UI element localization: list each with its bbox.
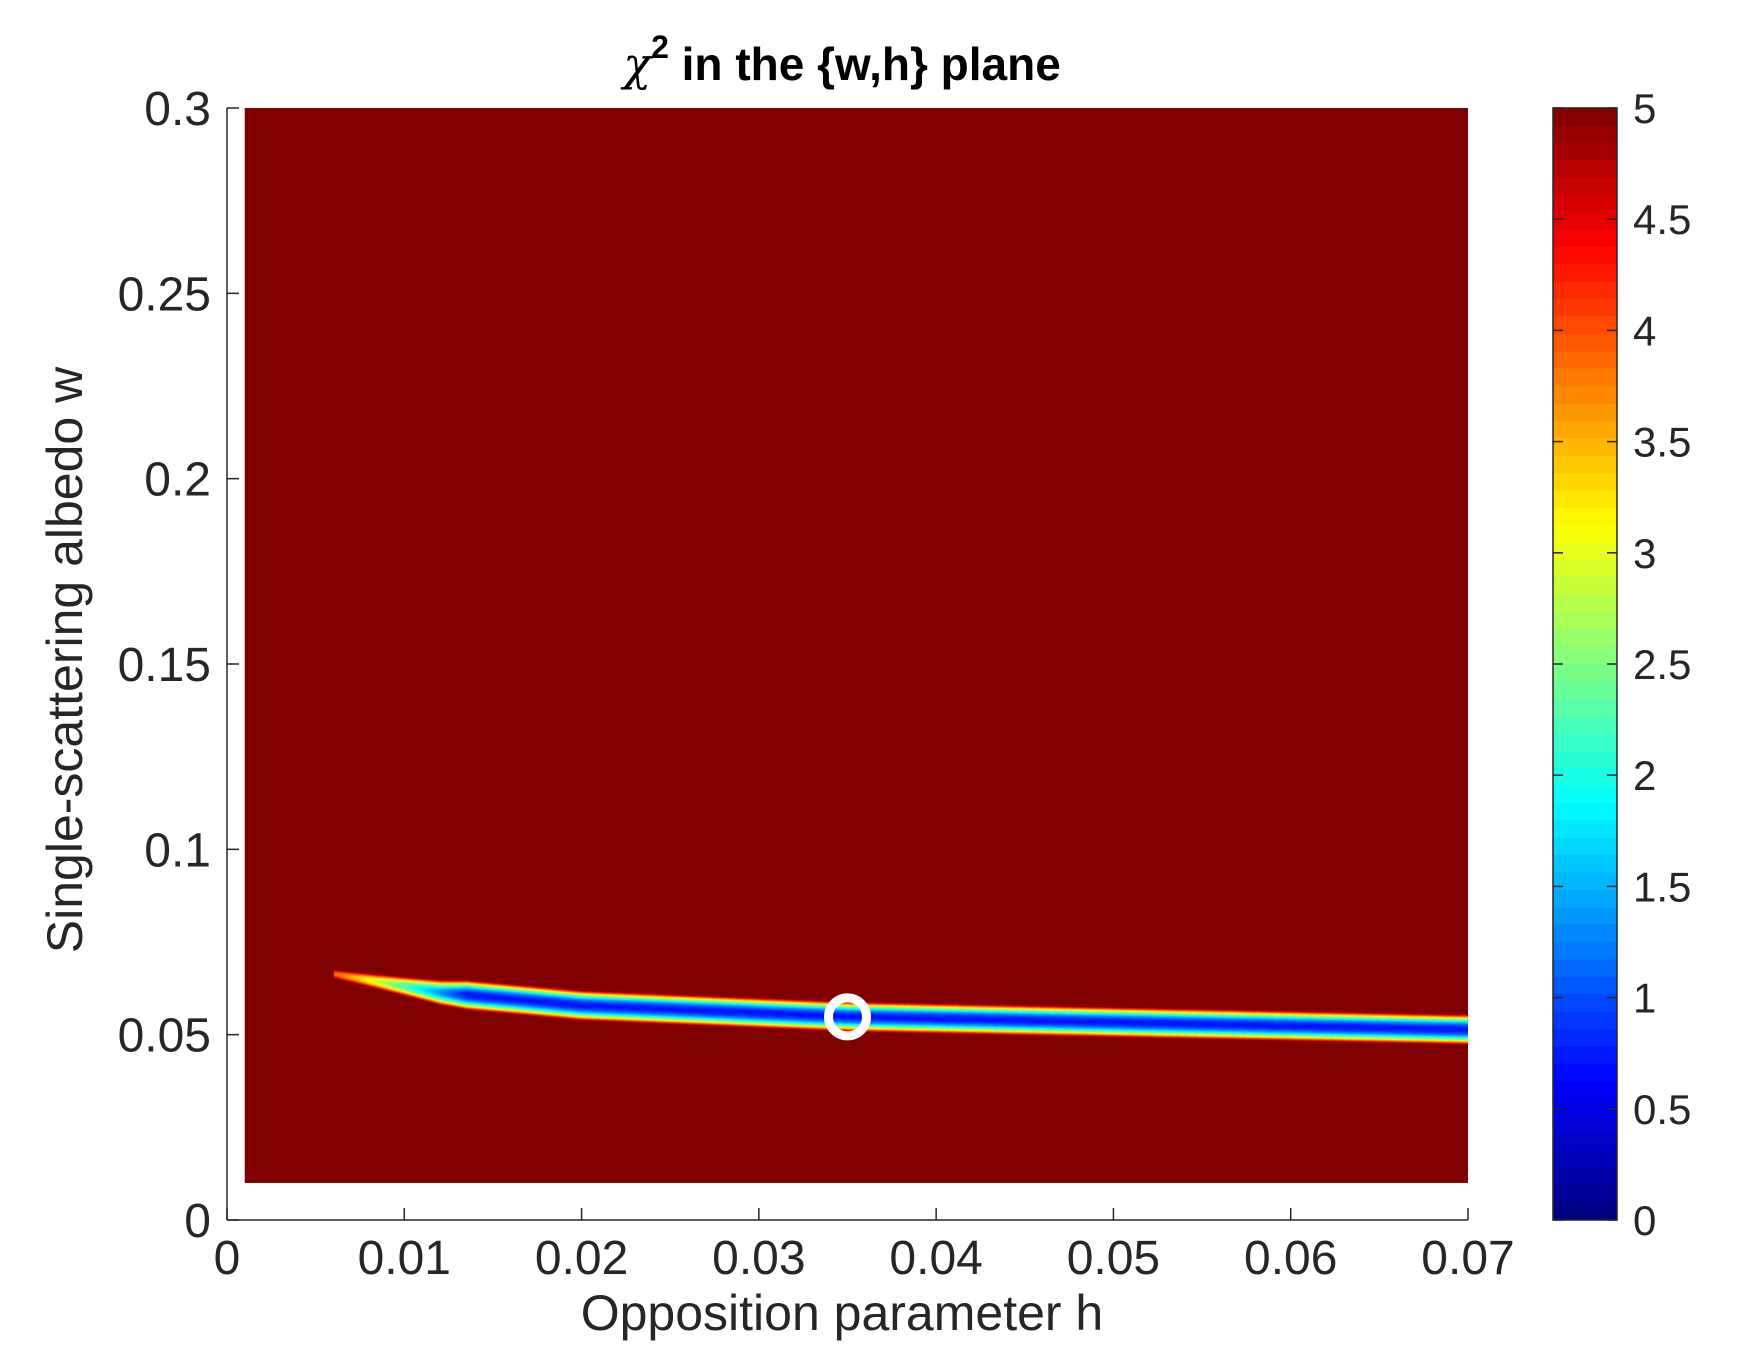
x-tick-label: 0 <box>214 1232 241 1285</box>
x-axis-ticks: 0 0.01 0.02 0.03 0.04 0.05 0.06 0.07 <box>214 1208 1515 1285</box>
title-symbol: χ <box>620 37 654 91</box>
colorbar-ticks: 0 0.5 1 1.5 2 2.5 3 3.5 4 4.5 5 <box>1553 85 1691 1244</box>
x-tick-label: 0.06 <box>1244 1232 1337 1285</box>
colorbar-tick-label: 0.5 <box>1633 1086 1691 1133</box>
y-axis-ticks: 0 0.05 0.1 0.15 0.2 0.25 0.3 <box>118 83 239 1248</box>
y-tick-label: 0.2 <box>144 454 211 507</box>
plot-area <box>244 108 1469 1183</box>
best-fit-circle <box>824 993 871 1041</box>
chi2-heatmap <box>244 108 1469 1183</box>
title-text: in the {w,h} plane <box>669 38 1061 90</box>
y-tick-label: 0 <box>184 1195 211 1248</box>
y-tick-label: 0.25 <box>118 268 211 321</box>
colorbar: 0 0.5 1 1.5 2 2.5 3 3.5 4 4.5 5 <box>1552 85 1691 1244</box>
title-superscript: 2 <box>651 29 669 65</box>
x-tick-label: 0.01 <box>358 1232 451 1285</box>
colorbar-tick-label: 1.5 <box>1633 863 1691 910</box>
x-axis-label: Opposition parameter h <box>581 1285 1104 1341</box>
best-fit-marker <box>824 993 871 1041</box>
y-tick-label: 0.05 <box>118 1010 211 1063</box>
colorbar-tick-label: 3.5 <box>1633 419 1691 466</box>
y-tick-label: 0.15 <box>118 639 211 692</box>
x-tick-label: 0.07 <box>1421 1232 1514 1285</box>
x-tick-label: 0.02 <box>535 1232 628 1285</box>
colorbar-tick-label: 3 <box>1633 530 1656 577</box>
y-tick-label: 0.1 <box>144 824 211 877</box>
colorbar-tick-label: 5 <box>1633 85 1656 132</box>
chart-title: χ2 in the {w,h} plane <box>620 29 1061 91</box>
y-axis-label: Single-scattering albedo w <box>37 366 93 953</box>
y-tick-label: 0.3 <box>144 83 211 136</box>
colorbar-tick-label: 1 <box>1633 975 1656 1022</box>
x-tick-label: 0.05 <box>1067 1232 1160 1285</box>
colorbar-tick-label: 4 <box>1633 307 1656 354</box>
x-tick-label: 0.04 <box>889 1232 982 1285</box>
colorbar-gradient <box>1553 108 1617 1220</box>
colorbar-tick-label: 0 <box>1633 1197 1656 1244</box>
colorbar-tick-label: 2 <box>1633 752 1656 799</box>
colorbar-tick-label: 4.5 <box>1633 196 1691 243</box>
colorbar-tick-label: 2.5 <box>1633 641 1691 688</box>
x-tick-label: 0.03 <box>712 1232 805 1285</box>
